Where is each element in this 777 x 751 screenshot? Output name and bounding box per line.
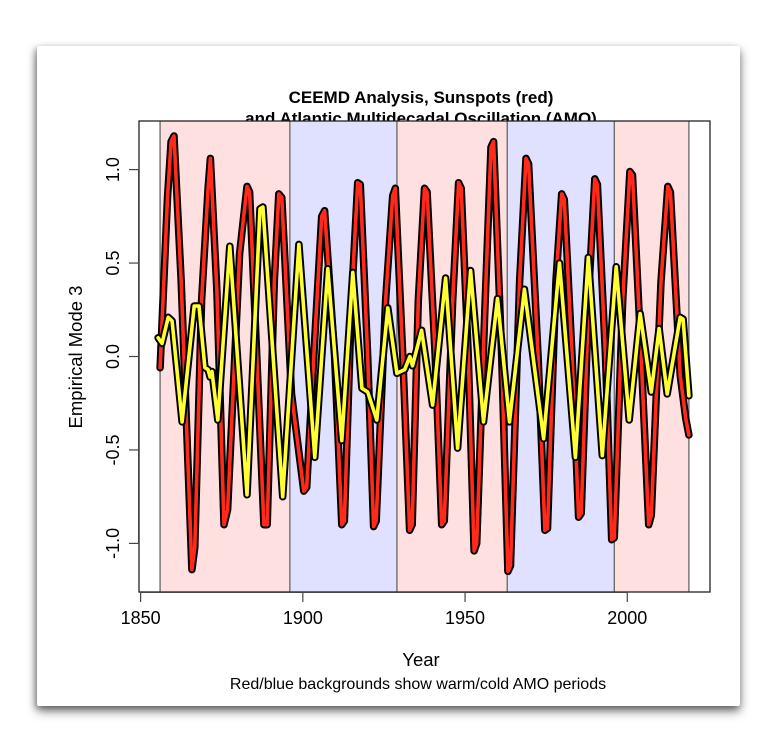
x-axis: 1850 1900 1950 2000 — [121, 592, 647, 628]
y-axis: -1.0 -0.5 0.0 0.5 1.0 — [103, 157, 139, 559]
x-tick-label: 1950 — [445, 608, 485, 628]
x-tick-label: 2000 — [607, 608, 647, 628]
series-lines — [154, 132, 693, 576]
y-axis-label: Empirical Mode 3 — [65, 286, 86, 429]
caption: Red/blue backgrounds show warm/cold AMO … — [230, 676, 606, 693]
x-tick-label: 1850 — [121, 608, 161, 628]
y-tick-label: 0.0 — [103, 344, 123, 369]
y-tick-label: -1.0 — [103, 528, 123, 559]
y-tick-label: -0.5 — [103, 434, 123, 465]
x-axis-label: Year — [402, 649, 439, 670]
amo-line — [156, 205, 691, 499]
chart-title-line-1: CEEMD Analysis, Sunspots (red) — [289, 88, 554, 107]
x-tick-label: 1900 — [283, 608, 323, 628]
sunspots-line — [158, 134, 691, 574]
y-tick-label: 1.0 — [103, 157, 123, 182]
y-tick-label: 0.5 — [103, 251, 123, 276]
